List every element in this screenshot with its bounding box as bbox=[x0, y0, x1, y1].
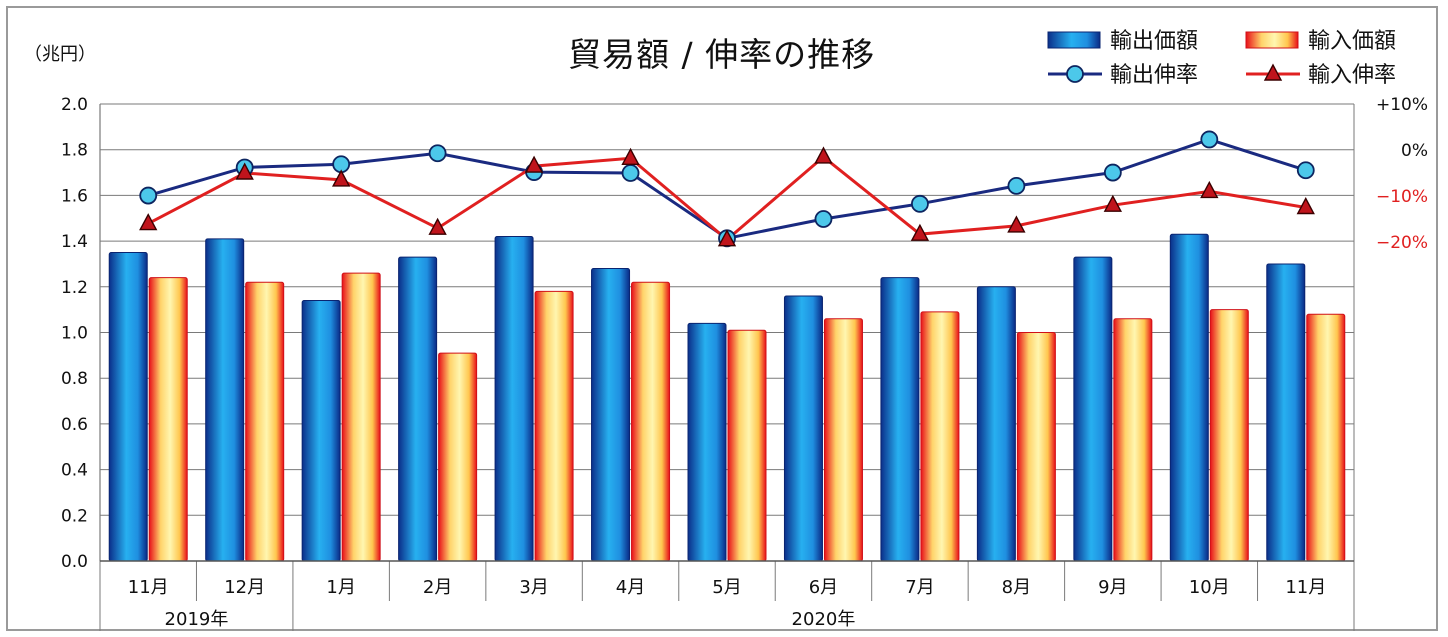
legend-label: 輸出価額 bbox=[1110, 29, 1198, 54]
year-label: 2020年 bbox=[792, 609, 856, 630]
export-growth-point bbox=[139, 186, 158, 205]
legend-swatch bbox=[1245, 31, 1299, 49]
import-growth-point bbox=[910, 223, 930, 241]
x-axis: 11月 12月 1月 2月 3月 4月 5月 6月 7月 8月 9月 10月 11月 2019年 2020年 bbox=[99, 560, 1355, 631]
import-bar bbox=[1306, 313, 1346, 562]
export-bar bbox=[1073, 256, 1113, 562]
export-growth-point bbox=[1103, 163, 1122, 182]
x-tick-label: 2月 bbox=[423, 577, 452, 598]
export-bar bbox=[783, 295, 823, 562]
import-growth-point bbox=[524, 155, 544, 173]
y-tick-label: 1.6 bbox=[61, 186, 88, 206]
export-bar bbox=[398, 256, 438, 562]
y-tick-label: 0.6 bbox=[61, 415, 88, 435]
import-bar bbox=[727, 329, 767, 562]
year-label: 2019年 bbox=[165, 609, 229, 630]
import-growth-point bbox=[235, 162, 254, 180]
legend-swatch bbox=[1047, 31, 1101, 49]
export-growth-point bbox=[621, 164, 640, 182]
import-growth-point bbox=[1200, 180, 1219, 199]
import-bar bbox=[245, 281, 285, 562]
import-growth-point bbox=[1296, 197, 1315, 215]
export-growth-line bbox=[147, 137, 1307, 240]
x-tick-label: 4月 bbox=[616, 577, 645, 598]
import-bar bbox=[823, 318, 863, 562]
x-tick-label: 1月 bbox=[326, 577, 355, 598]
x-tick-label: 3月 bbox=[519, 577, 548, 598]
import-bar bbox=[920, 311, 960, 562]
export-bar bbox=[1169, 233, 1209, 562]
x-tick-label: 5月 bbox=[712, 577, 741, 598]
y2-tick-label: 0% bbox=[1401, 141, 1428, 161]
trade-chart: 貿易額 / 伸率の推移 （兆円） 0.0 0.2 0.4 0.6 0.8 1.0 1.2 1.… bbox=[24, 29, 1428, 631]
y-axis-ticks: 0.0 0.2 0.4 0.6 0.8 1.0 1.2 1.4 1.6 1.8 2.0 bbox=[61, 95, 88, 572]
x-tick-label: 10月 bbox=[1189, 577, 1230, 598]
import-bar bbox=[534, 290, 574, 562]
export-growth-point bbox=[1007, 176, 1026, 195]
x-tick-label: 6月 bbox=[809, 577, 838, 598]
export-bar bbox=[591, 268, 631, 562]
bars-group bbox=[108, 233, 1346, 562]
import-growth-point bbox=[1007, 215, 1026, 233]
legend-marker bbox=[1066, 65, 1084, 83]
y-tick-label: 1.2 bbox=[61, 278, 88, 298]
chart-frame: 貿易額 / 伸率の推移 （兆円） 0.0 0.2 0.4 0.6 0.8 1.0 1.2 1.… bbox=[6, 6, 1438, 631]
legend-marker bbox=[1263, 63, 1283, 81]
export-bar bbox=[108, 252, 148, 562]
import-bar bbox=[1016, 332, 1056, 562]
import-growth-point bbox=[717, 229, 737, 247]
x-tick-label: 11月 bbox=[1285, 577, 1326, 598]
y-tick-label: 0.0 bbox=[61, 552, 88, 572]
import-bar bbox=[341, 272, 381, 562]
export-bar bbox=[880, 277, 920, 562]
export-growth-point bbox=[428, 144, 447, 163]
import-growth-point bbox=[621, 147, 640, 165]
y-tick-label: 0.4 bbox=[61, 461, 88, 481]
import-growth-point bbox=[331, 169, 351, 187]
gridlines bbox=[99, 103, 1355, 562]
import-bar bbox=[1209, 309, 1249, 562]
import-bar bbox=[438, 352, 478, 562]
import-growth-point bbox=[1103, 194, 1123, 212]
x-tick-label: 7月 bbox=[905, 577, 934, 598]
export-growth-point bbox=[1200, 130, 1219, 149]
x-tick-label: 9月 bbox=[1098, 577, 1127, 598]
export-bar bbox=[687, 322, 727, 562]
y-tick-label: 1.0 bbox=[61, 324, 88, 344]
chart-title: 貿易額 / 伸率の推移 bbox=[568, 35, 875, 74]
y-tick-label: 0.8 bbox=[61, 369, 88, 389]
export-bar bbox=[1266, 263, 1306, 562]
y-tick-label: 1.8 bbox=[61, 141, 88, 161]
export-growth-point bbox=[1296, 161, 1315, 180]
y2-axis-ticks: +10% 0% −10% −20% bbox=[1376, 95, 1428, 253]
import-bar bbox=[148, 277, 188, 562]
y2-tick-label: −10% bbox=[1376, 187, 1428, 207]
y2-tick-label: −20% bbox=[1376, 233, 1428, 253]
export-bar bbox=[205, 238, 245, 562]
x-tick-label: 8月 bbox=[1002, 577, 1031, 598]
y-tick-label: 1.4 bbox=[61, 232, 88, 252]
legend-label: 輸入価額 bbox=[1308, 29, 1396, 54]
y-tick-label: 0.2 bbox=[61, 506, 88, 526]
export-bar bbox=[976, 286, 1016, 562]
import-growth-line bbox=[147, 154, 1307, 242]
y2-tick-label: +10% bbox=[1376, 95, 1428, 115]
legend-label: 輸入伸率 bbox=[1308, 63, 1396, 88]
export-growth-point bbox=[814, 210, 833, 228]
y-axis-unit: （兆円） bbox=[24, 44, 96, 65]
export-bar bbox=[301, 300, 341, 562]
export-growth-point bbox=[911, 194, 929, 213]
import-growth-point bbox=[814, 146, 833, 164]
y-tick-label: 2.0 bbox=[61, 95, 88, 115]
import-growth-point bbox=[428, 217, 447, 235]
export-bar bbox=[494, 236, 534, 562]
legend-label: 輸出伸率 bbox=[1110, 63, 1198, 88]
lines-group bbox=[139, 130, 1315, 248]
import-bar bbox=[631, 281, 671, 562]
import-growth-point bbox=[139, 213, 158, 231]
import-bar bbox=[1113, 318, 1153, 562]
x-tick-label: 12月 bbox=[224, 577, 265, 598]
x-tick-label: 11月 bbox=[128, 577, 169, 598]
